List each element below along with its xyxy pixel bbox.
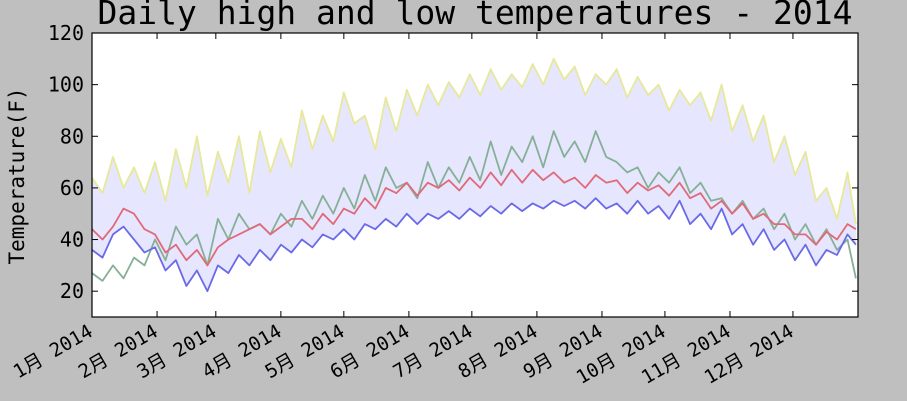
y-axis-label: Temperature(F) xyxy=(5,87,29,264)
fill-between-area xyxy=(92,58,856,292)
yellow-series-line xyxy=(91,57,857,225)
y-tick-label: 60 xyxy=(60,176,84,200)
series-layer xyxy=(91,57,857,293)
y-tick-label: 100 xyxy=(48,73,84,97)
plot-frame xyxy=(91,32,859,318)
y-tick-label: 40 xyxy=(60,228,84,252)
y-tick-label: 20 xyxy=(60,279,84,303)
chart-title: Daily high and low temperatures - 2014 xyxy=(98,0,853,32)
y-axis: 20 40 60 80 100 120 xyxy=(48,21,858,303)
fill-between-layer xyxy=(92,58,856,292)
y-tick-label: 80 xyxy=(60,124,84,148)
red-series-line xyxy=(91,168,857,267)
y-tick-label: 120 xyxy=(48,21,84,45)
blue-series-line xyxy=(91,197,857,293)
